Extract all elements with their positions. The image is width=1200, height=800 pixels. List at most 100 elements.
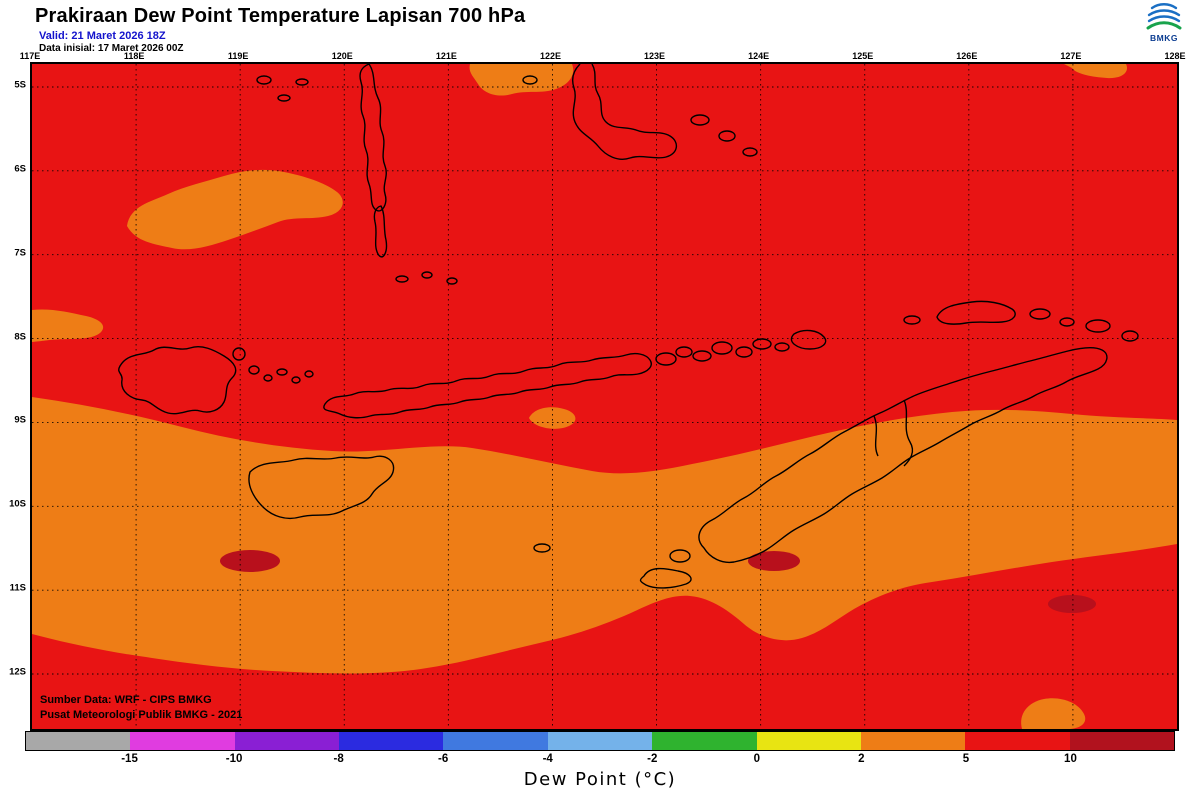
islet — [774, 342, 790, 352]
moist-region-bottom-right — [1021, 698, 1086, 729]
dark-red-patch — [220, 550, 280, 572]
colorbar-segment — [339, 732, 444, 750]
coastlines — [118, 64, 1139, 589]
colorbar-tick: -4 — [542, 753, 553, 765]
bmkg-logo-text: BMKG — [1150, 33, 1178, 43]
colorbar-segment — [130, 732, 235, 750]
colorbar-title: Dew Point (°C) — [523, 769, 677, 790]
moist-region-west-edge — [32, 309, 104, 342]
colorbar-segment — [860, 732, 966, 750]
colorbar-segment — [1069, 732, 1174, 750]
lon-label: 125E — [852, 51, 874, 61]
islet — [421, 271, 433, 279]
colorbar-tick-labels: -15 -10 -8 -6 -4 -2 0 2 5 10 — [25, 753, 1175, 767]
lon-label: 121E — [435, 51, 457, 61]
islet — [718, 130, 736, 142]
moist-region-top — [469, 64, 574, 96]
colorbar — [25, 731, 1175, 751]
islet — [256, 75, 272, 85]
coastline-wetar — [936, 300, 1016, 325]
islet — [395, 275, 409, 283]
islet — [742, 147, 758, 157]
islet — [263, 374, 273, 382]
islet — [711, 341, 733, 355]
colorbar-segment — [26, 732, 131, 750]
timor-internal-border — [903, 399, 914, 467]
timor-internal-border — [873, 415, 879, 457]
colorbar-segment — [756, 732, 861, 750]
islet — [522, 75, 538, 85]
islet — [295, 78, 309, 86]
islet — [1029, 308, 1051, 320]
lat-label: 5S — [14, 79, 26, 91]
islet — [1121, 330, 1139, 342]
coastline-alor — [790, 329, 827, 350]
islet — [276, 368, 288, 376]
lat-label: 11S — [9, 582, 26, 594]
bmkg-logo: BMKG — [1141, 3, 1187, 43]
colorbar-tick: 0 — [753, 753, 761, 765]
colorbar-tick: -2 — [647, 753, 658, 765]
credit-org: Pusat Meteorologi Publik BMKG - 2021 — [40, 709, 243, 721]
lon-label: 120E — [331, 51, 353, 61]
dewpoint-2-5-regions — [32, 64, 1177, 729]
lon-label: 126E — [956, 51, 978, 61]
dark-red-patch — [748, 551, 800, 571]
valid-datetime: Valid: 21 Maret 2026 18Z — [39, 30, 166, 42]
colorbar-segment — [547, 732, 653, 750]
colorbar-tick: 5 — [962, 753, 970, 765]
coastline-timor — [698, 347, 1108, 564]
dewpoint-over-10-patches — [220, 550, 1096, 613]
islet — [655, 352, 677, 366]
coastline-rote — [639, 567, 692, 589]
islet — [248, 365, 260, 375]
islet — [1085, 319, 1111, 333]
islet — [304, 370, 314, 378]
moist-region-top-right — [1064, 64, 1128, 79]
map-canvas — [32, 64, 1177, 729]
colorbar-segment — [234, 732, 340, 750]
initial-data-datetime: Data inisial: 17 Maret 2026 00Z — [39, 43, 184, 54]
colorbar-segment — [652, 732, 757, 750]
lat-label: 12S — [9, 666, 26, 678]
islet — [903, 315, 921, 325]
graticule-grid — [32, 64, 1177, 729]
lon-label: 119E — [227, 51, 249, 61]
coastline-flores — [323, 352, 652, 419]
lon-label: 128E — [1164, 51, 1186, 61]
page-title: Prakiraan Dew Point Temperature Lapisan … — [35, 5, 526, 27]
colorbar-tick: -15 — [121, 753, 138, 765]
islet — [277, 94, 291, 102]
forecast-map: Sumber Data: WRF - CIPS BMKG Pusat Meteo… — [30, 62, 1179, 731]
lon-label: 122E — [539, 51, 561, 61]
colorbar-tick: -10 — [225, 753, 243, 765]
islet-sawu — [533, 543, 551, 553]
lat-label: 6S — [14, 163, 26, 175]
colorbar-tick: 2 — [858, 753, 865, 765]
islet — [692, 350, 712, 362]
dark-red-patch — [1048, 595, 1096, 613]
colorbar-tick: -8 — [333, 753, 344, 765]
bmkg-logo-icon — [1146, 3, 1182, 30]
coastline-sumbawa — [118, 346, 237, 415]
lat-label: 7S — [14, 247, 26, 259]
lon-label: 124E — [748, 51, 770, 61]
moist-region-northwest — [127, 169, 343, 250]
coastline-selayar — [373, 205, 388, 258]
islet — [1059, 317, 1075, 327]
lat-label: 10S — [9, 498, 26, 510]
moist-region-below-flores — [529, 407, 576, 429]
lat-label: 9S — [14, 414, 26, 426]
islet — [291, 376, 301, 384]
data-credits: Sumber Data: WRF - CIPS BMKG Pusat Meteo… — [40, 693, 242, 723]
islet — [735, 346, 753, 358]
islet — [675, 346, 693, 358]
moist-region-south-band — [32, 397, 1177, 674]
coastline-buton-group — [571, 64, 677, 160]
lon-label: 127E — [1060, 51, 1082, 61]
islet — [690, 114, 710, 126]
islet-ring — [232, 347, 246, 361]
lon-label: 123E — [644, 51, 666, 61]
lat-label: 8S — [14, 331, 26, 343]
